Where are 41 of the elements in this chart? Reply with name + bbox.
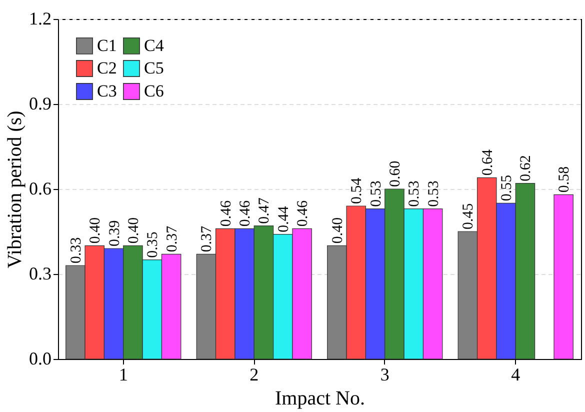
legend-label: C2	[97, 58, 117, 78]
x-tick-label: 4	[511, 364, 520, 384]
data-label: 0.53	[426, 180, 442, 207]
legend-label: C4	[144, 36, 164, 55]
legend-label: C1	[97, 36, 117, 55]
y-axis-title: Vibration period (s)	[4, 110, 26, 268]
data-label: 0.33	[68, 237, 84, 264]
data-label: 0.60	[387, 160, 404, 187]
data-label: 0.37	[164, 225, 180, 252]
data-label: 0.62	[518, 155, 534, 182]
data-label: 0.45	[460, 203, 477, 230]
data-label: 0.46	[295, 200, 312, 227]
legend-label: C6	[144, 82, 164, 100]
data-label: 0.37	[199, 225, 216, 252]
legend-label: C5	[144, 58, 164, 78]
data-label: 0.53	[406, 180, 423, 207]
data-label: 0.47	[256, 197, 273, 224]
y-tick-label: 0.3	[29, 264, 52, 284]
data-label: 0.35	[145, 232, 162, 258]
data-label: 0.44	[276, 206, 292, 232]
data-label: 0.39	[106, 220, 123, 246]
x-tick-label: 3	[380, 364, 390, 384]
x-tick-label: 1	[118, 364, 128, 384]
y-tick-label: 0.9	[29, 94, 52, 114]
data-label: 0.46	[218, 200, 234, 227]
y-tick-label: 0.6	[29, 178, 52, 198]
legend-label: C3	[97, 82, 117, 100]
data-label: 0.64	[480, 148, 496, 176]
data-label: 0.40	[88, 217, 104, 244]
data-label: 0.40	[126, 217, 142, 244]
x-tick-label: 2	[250, 364, 259, 384]
y-tick-label: 0.0	[29, 348, 52, 368]
data-label: 0.53	[368, 180, 384, 207]
data-label: 0.58	[556, 166, 573, 193]
x-axis-title: Impact No.	[275, 388, 365, 410]
y-tick-label: 1.2	[29, 8, 52, 28]
data-label: 0.40	[330, 217, 346, 244]
bar	[554, 194, 574, 360]
data-label: 0.55	[499, 174, 516, 202]
data-label: 0.46	[238, 200, 254, 227]
data-label: 0.54	[349, 177, 366, 204]
